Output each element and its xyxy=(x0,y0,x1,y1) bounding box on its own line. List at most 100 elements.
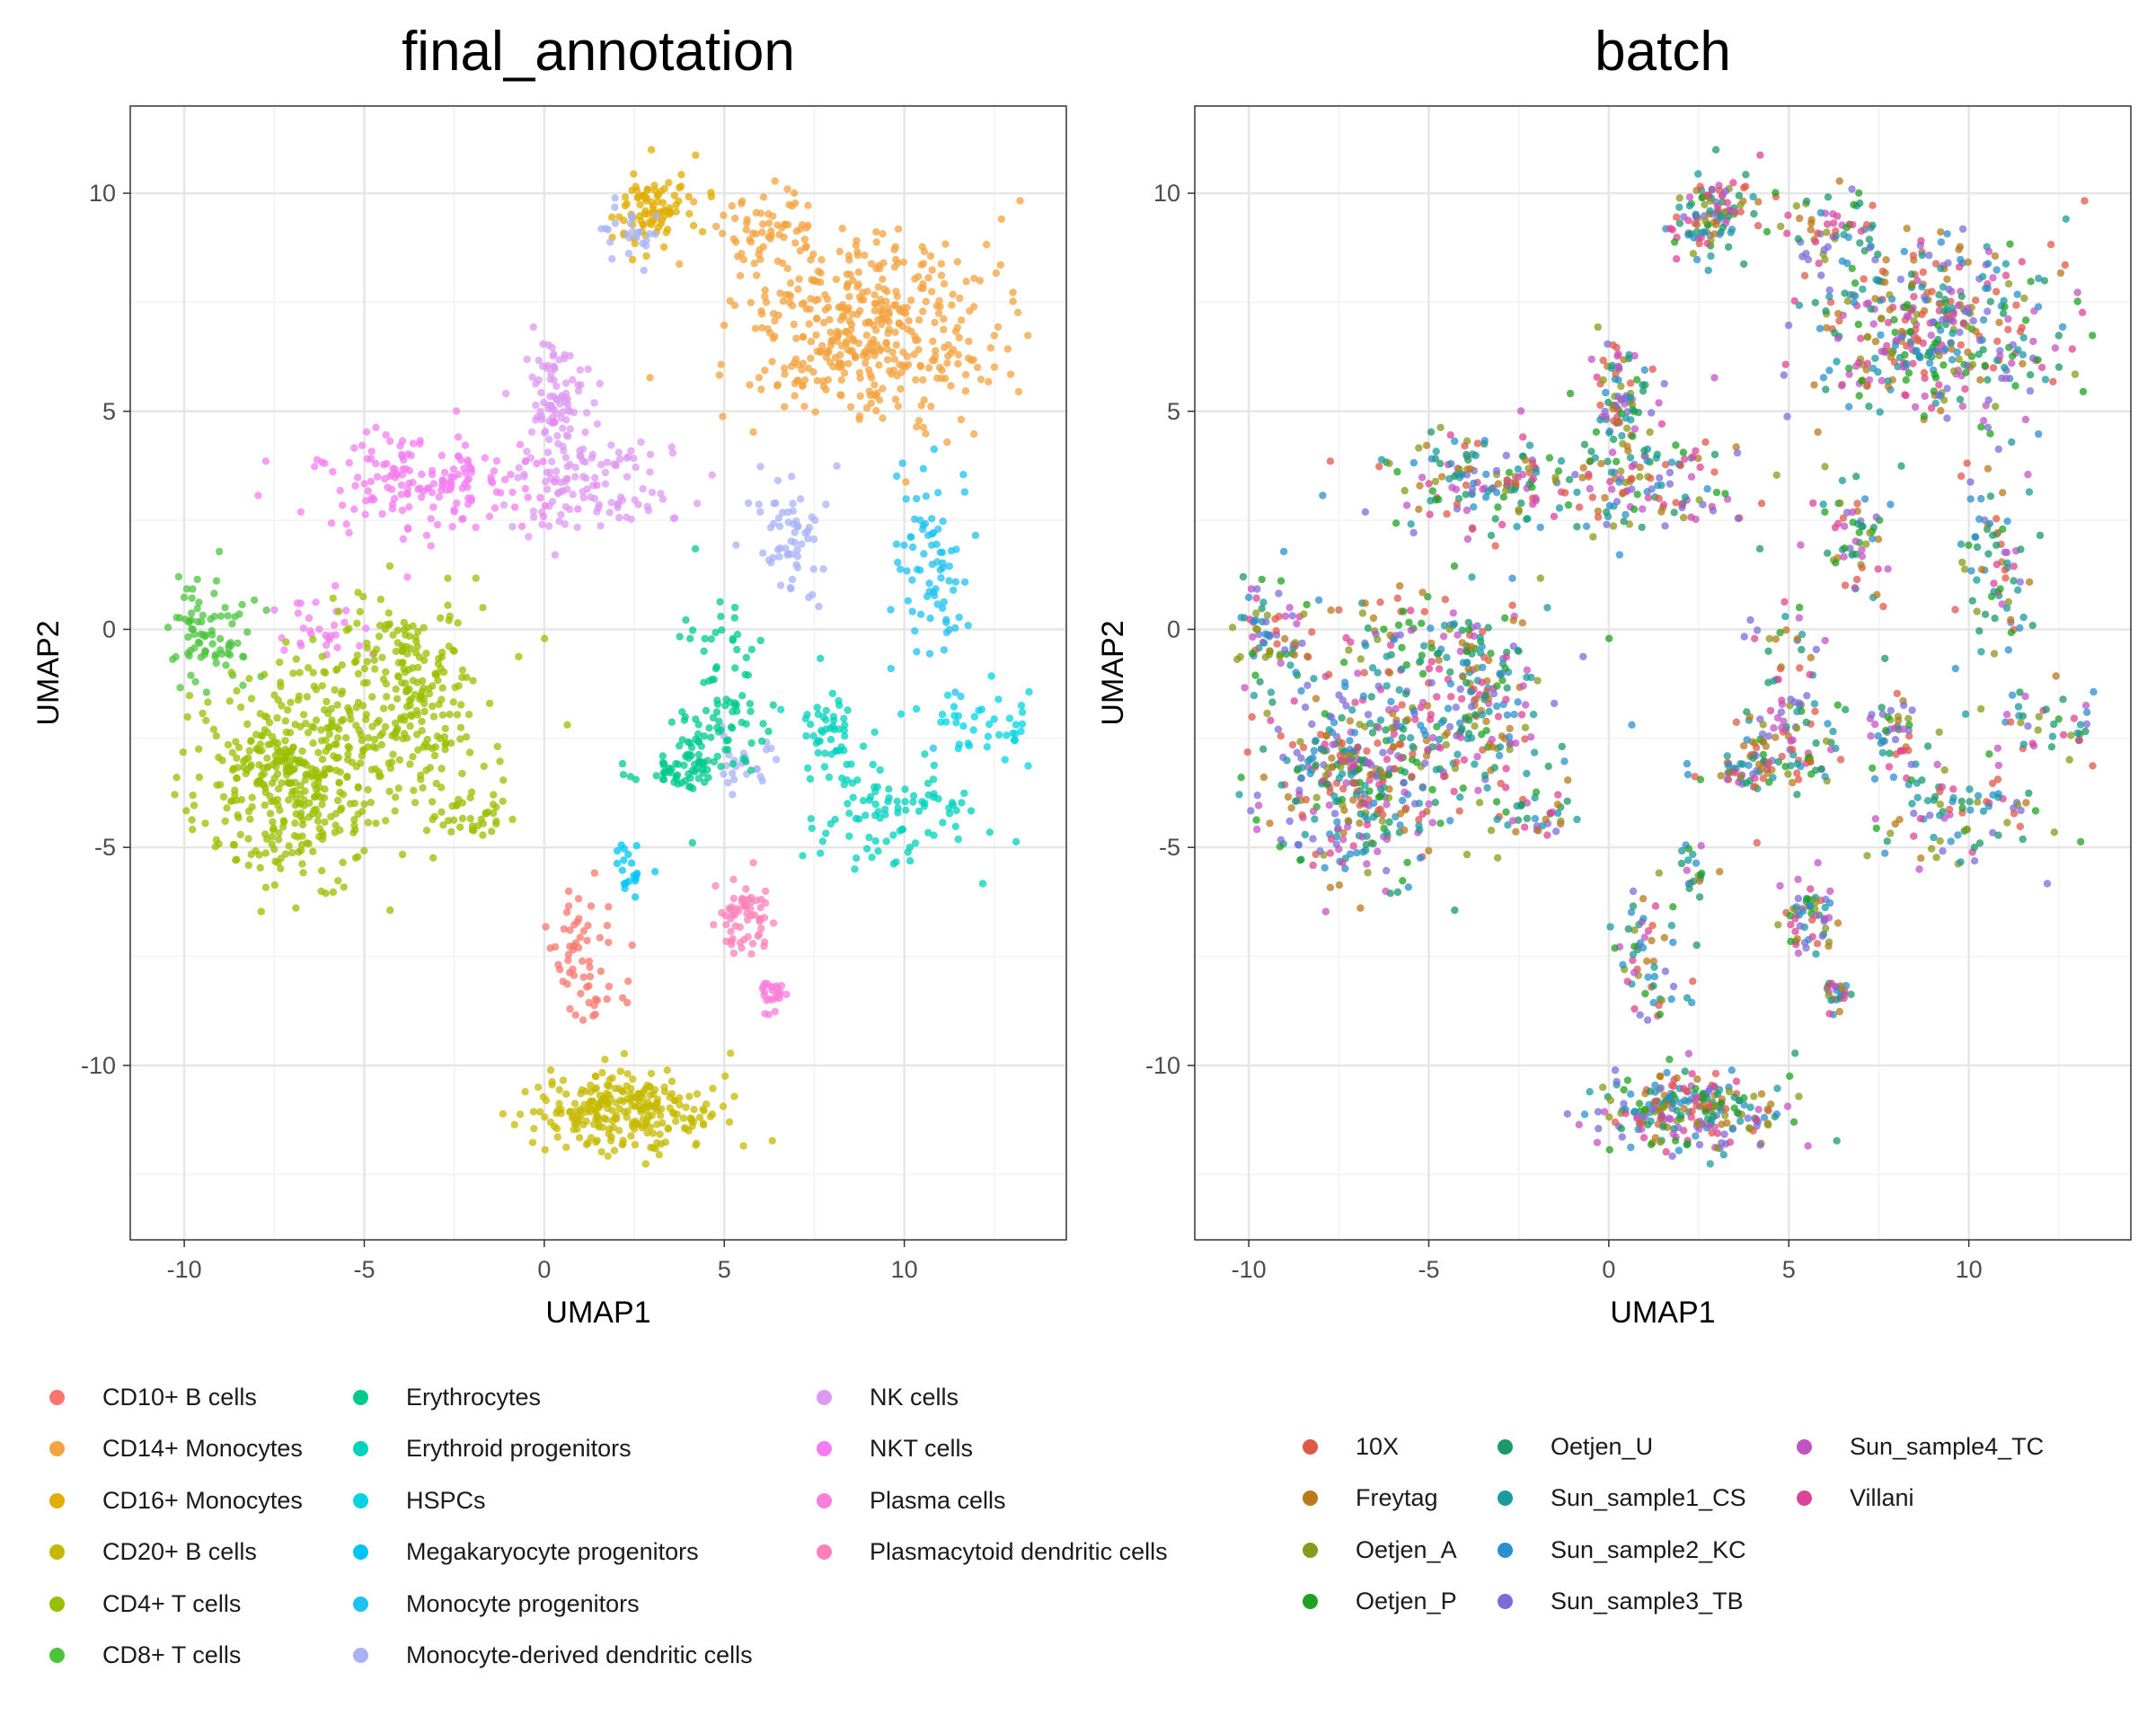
data-point xyxy=(1469,450,1477,458)
data-point xyxy=(1383,801,1391,809)
data-point xyxy=(331,686,339,694)
data-point xyxy=(187,671,195,679)
data-point xyxy=(447,827,455,836)
data-point xyxy=(233,754,241,762)
data-point xyxy=(1919,268,1927,277)
data-point xyxy=(392,733,401,742)
data-point xyxy=(382,431,390,439)
data-point xyxy=(846,402,855,411)
data-point xyxy=(1778,723,1786,732)
data-point xyxy=(1806,670,1814,678)
data-point xyxy=(1585,473,1593,481)
data-point xyxy=(676,741,684,750)
data-point xyxy=(747,298,755,306)
data-point xyxy=(937,260,946,268)
data-point xyxy=(618,759,627,768)
data-point xyxy=(1628,463,1636,471)
data-point xyxy=(595,500,604,509)
data-point xyxy=(322,641,331,650)
data-point xyxy=(1619,489,1627,497)
data-point xyxy=(1309,835,1317,843)
data-point xyxy=(883,304,892,313)
data-point xyxy=(500,475,509,483)
data-point xyxy=(2025,488,2034,496)
data-point xyxy=(1443,653,1451,661)
data-point xyxy=(356,641,364,650)
data-point xyxy=(1339,801,1347,809)
data-point xyxy=(398,450,406,459)
data-point xyxy=(1851,279,1860,288)
data-point xyxy=(2028,622,2037,630)
data-point xyxy=(1263,611,1272,619)
data-point xyxy=(826,315,834,324)
data-point xyxy=(1298,639,1306,648)
data-point xyxy=(959,722,968,730)
data-point xyxy=(467,497,476,505)
data-point xyxy=(309,635,317,643)
data-point xyxy=(1409,742,1417,751)
data-point xyxy=(957,415,966,424)
data-point xyxy=(1333,818,1341,827)
data-point xyxy=(1882,256,1890,264)
data-point xyxy=(1445,722,1454,731)
data-point xyxy=(1881,727,1890,735)
data-point xyxy=(557,414,565,422)
data-point xyxy=(953,323,962,332)
data-point xyxy=(843,270,852,279)
data-point xyxy=(1750,209,1758,218)
data-point xyxy=(677,171,685,179)
data-point xyxy=(890,355,898,363)
data-point xyxy=(1418,810,1427,818)
data-point xyxy=(1877,331,1885,340)
data-point xyxy=(1259,598,1268,606)
data-point xyxy=(389,631,397,639)
data-point xyxy=(801,528,809,537)
data-point xyxy=(747,707,755,715)
data-point xyxy=(629,1075,637,1084)
data-point xyxy=(849,335,857,343)
data-point xyxy=(1349,796,1357,804)
data-point xyxy=(1749,754,1757,763)
data-point xyxy=(507,471,515,479)
data-point xyxy=(394,784,402,792)
data-point xyxy=(747,766,755,774)
data-point xyxy=(1874,535,1883,544)
data-point xyxy=(1446,817,1454,825)
data-point xyxy=(1498,669,1506,678)
data-point xyxy=(1940,361,1948,369)
data-point xyxy=(535,376,543,385)
data-point xyxy=(1957,540,1966,548)
data-point xyxy=(601,480,610,488)
data-point xyxy=(663,1066,671,1075)
data-point xyxy=(1689,250,1698,258)
data-point xyxy=(353,473,362,482)
data-point xyxy=(2025,578,2034,586)
data-point xyxy=(428,466,437,475)
data-point xyxy=(261,801,269,809)
data-point xyxy=(1936,811,1944,819)
data-point xyxy=(481,454,490,462)
data-point xyxy=(649,1129,658,1137)
data-point xyxy=(1308,628,1316,636)
data-point xyxy=(1710,450,1719,459)
data-point xyxy=(1593,373,1601,381)
data-point xyxy=(244,835,252,843)
data-point xyxy=(908,576,916,584)
data-point xyxy=(756,255,764,263)
data-point xyxy=(959,471,968,479)
data-point xyxy=(915,346,923,354)
data-point xyxy=(1496,743,1505,751)
data-point xyxy=(1908,706,1916,714)
data-point xyxy=(1979,272,1987,280)
data-point xyxy=(287,791,296,799)
data-point xyxy=(188,609,196,617)
data-point xyxy=(1456,793,1464,801)
data-point xyxy=(574,381,582,389)
data-point xyxy=(605,938,613,947)
data-point xyxy=(420,488,428,496)
data-point xyxy=(742,885,750,893)
data-point xyxy=(335,779,343,787)
data-point xyxy=(461,441,470,449)
data-point xyxy=(588,1097,596,1105)
data-point xyxy=(171,791,179,799)
